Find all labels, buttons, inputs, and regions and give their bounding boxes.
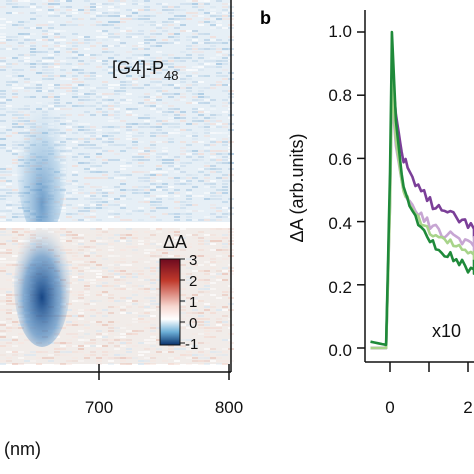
y-ticks	[357, 31, 365, 349]
panel-label-b: b	[260, 8, 271, 28]
panel-b: b ΔA (arb.units) 1.0 0.8 0.6 0.4 0.2 0.0…	[260, 8, 474, 417]
y-tick-label-0.0: 0.0	[328, 341, 352, 360]
series-line-4	[370, 30, 474, 347]
colorbar-ticks	[180, 258, 185, 344]
colorbar-tick-2: 2	[189, 273, 197, 290]
scale-annotation: x10	[432, 321, 461, 341]
panel-a: 700 800 (nm) [G4]-P48 ΔA 3 2 1 0 -1	[0, 0, 243, 459]
colorbar-title: ΔA	[163, 232, 187, 252]
x-tick-label-2: 2	[463, 398, 472, 417]
y-tick-label-0.8: 0.8	[328, 86, 352, 105]
bleach-band-upper	[16, 60, 68, 240]
colorbar-tick-1: 1	[189, 294, 197, 311]
series-layer	[370, 30, 474, 350]
y-tick-label-0.4: 0.4	[328, 214, 352, 233]
x-tick-label-700: 700	[85, 398, 113, 417]
y-axis-label: ΔA (arb.units)	[287, 133, 307, 242]
y-tick-label-0.6: 0.6	[328, 150, 352, 169]
colorbar-tick-3: 3	[189, 252, 197, 269]
bleach-band-lower	[14, 223, 70, 347]
colorbar-tick-0: 0	[189, 315, 197, 332]
x-ticks-b	[389, 362, 469, 372]
y-tick-label-0.2: 0.2	[328, 278, 352, 297]
x-tick-label-0: 0	[385, 398, 394, 417]
sample-label: [G4]-P48	[112, 58, 178, 83]
colorbar-tick-neg1: -1	[185, 336, 198, 353]
x-tick-label-800: 800	[215, 398, 243, 417]
x-axis-label: (nm)	[4, 439, 41, 459]
y-tick-label-1.0: 1.0	[328, 22, 352, 41]
colorbar	[159, 258, 181, 346]
